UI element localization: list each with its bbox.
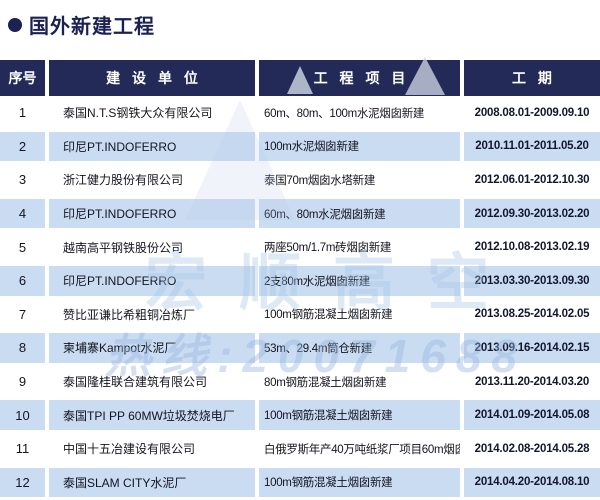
table-row: 3 浙江健力股份有限公司 泰国70m烟囱水塔新建 2012.06.01-2012… — [0, 163, 600, 197]
cell-unit: 泰国SLAM CITY水泥厂 — [49, 465, 255, 500]
cell-no: 4 — [0, 196, 45, 231]
page-title-row: 国外新建工程 — [0, 0, 600, 40]
table-row: 7 赞比亚谦比希粗铜冶炼厂 100m钢筋混凝土烟囱新建 2013.08.25-2… — [0, 298, 600, 332]
cell-project: 白俄罗斯年产40万吨纸浆厂项目60m烟囱新建 — [264, 443, 460, 456]
cell-period: 2013.03.30-2013.09.30 — [464, 263, 600, 298]
cell-period: 2010.11.01-2011.05.20 — [464, 129, 600, 164]
cell-period: 2014.01.09-2014.05.08 — [464, 398, 600, 432]
cell-project: 100m钢筋混凝土烟囱新建 — [264, 309, 393, 322]
cell-no: 7 — [18, 306, 27, 322]
cell-project: 100m钢筋混凝土烟囱新建 — [259, 398, 460, 432]
col-header-no: 序号 — [0, 60, 45, 96]
cell-project: 80m钢筋混凝土烟囱新建 — [264, 376, 387, 389]
cell-no: 1 — [18, 105, 27, 121]
cell-no: 5 — [18, 239, 27, 255]
table-row: 11 中国十五冶建设有限公司 白俄罗斯年产40万吨纸浆厂项目60m烟囱新建 20… — [0, 432, 600, 466]
cell-period: 2013.09.16-2014.02.15 — [464, 331, 600, 365]
cell-project: 60m、80m、100m水泥烟囱新建 — [264, 107, 425, 120]
cell-unit: 印尼PT.INDOFERRO — [49, 129, 255, 164]
cell-no: 11 — [15, 441, 30, 457]
col-header-period: 工期 — [464, 60, 600, 96]
cell-period: 2014.04.20-2014.08.10 — [464, 465, 600, 500]
table-body: 1 泰国N.T.S钢铁大众有限公司 60m、80m、100m水泥烟囱新建 200… — [0, 96, 600, 500]
cell-unit: 泰国N.T.S钢铁大众有限公司 — [63, 106, 213, 121]
cell-unit: 浙江健力股份有限公司 — [63, 173, 184, 188]
cell-no: 12 — [0, 465, 45, 500]
cell-no: 8 — [0, 331, 45, 365]
cell-no: 3 — [18, 172, 27, 188]
cell-project: 2支80m水泥烟囱新建 — [259, 263, 460, 298]
cell-no: 2 — [0, 129, 45, 164]
cell-unit: 柬埔寨Kampot水泥厂 — [49, 331, 255, 365]
cell-project: 100m钢筋混凝土烟囱新建 — [259, 465, 460, 500]
table-row: 1 泰国N.T.S钢铁大众有限公司 60m、80m、100m水泥烟囱新建 200… — [0, 96, 600, 130]
table-header-row: 序号 建设单位 工程项目 工期 — [0, 60, 600, 96]
table-row: 5 越南高平钢铁股份公司 两座50m/1.7m砖烟囱新建 2012.10.08-… — [0, 230, 600, 264]
col-header-project: 工程项目 — [259, 60, 460, 96]
cell-unit: 泰国隆桂联合建筑有限公司 — [63, 375, 208, 390]
cell-period: 2008.08.01-2009.09.10 — [474, 106, 590, 119]
cell-no: 9 — [18, 374, 27, 390]
cell-no: 6 — [0, 263, 45, 298]
table-row: 6 印尼PT.INDOFERRO 2支80m水泥烟囱新建 2013.03.30-… — [0, 263, 600, 298]
table-row: 4 印尼PT.INDOFERRO 60m、80m水泥烟囱新建 2012.09.3… — [0, 196, 600, 231]
cell-unit: 中国十五冶建设有限公司 — [63, 442, 196, 457]
table-row: 12 泰国SLAM CITY水泥厂 100m钢筋混凝土烟囱新建 2014.04.… — [0, 465, 600, 500]
cell-unit: 印尼PT.INDOFERRO — [49, 263, 255, 298]
cell-project: 100m水泥烟囱新建 — [259, 129, 460, 164]
cell-period: 2013.11.20-2014.03.20 — [474, 375, 590, 388]
cell-period: 2014.02.08-2014.05.28 — [474, 442, 590, 455]
cell-unit: 泰国TPI PP 60MW垃圾焚烧电厂 — [49, 398, 255, 432]
cell-project: 两座50m/1.7m砖烟囱新建 — [264, 242, 392, 255]
cell-period: 2012.09.30-2013.02.20 — [464, 196, 600, 231]
page-title: 国外新建工程 — [29, 16, 155, 38]
cell-unit: 越南高平钢铁股份公司 — [63, 240, 184, 255]
cell-no: 10 — [0, 398, 45, 432]
col-header-unit: 建设单位 — [49, 60, 255, 96]
cell-period: 2012.10.08-2013.02.19 — [474, 241, 590, 254]
cell-project: 泰国70m烟囱水塔新建 — [264, 174, 376, 187]
cell-unit: 赞比亚谦比希粗铜冶炼厂 — [63, 307, 196, 322]
table-row: 10 泰国TPI PP 60MW垃圾焚烧电厂 100m钢筋混凝土烟囱新建 201… — [0, 398, 600, 432]
cell-unit: 印尼PT.INDOFERRO — [49, 196, 255, 231]
table-row: 2 印尼PT.INDOFERRO 100m水泥烟囱新建 2010.11.01-2… — [0, 129, 600, 164]
table-row: 8 柬埔寨Kampot水泥厂 53m、29.4m筒仓新建 2013.09.16-… — [0, 331, 600, 365]
cell-project: 60m、80m水泥烟囱新建 — [259, 196, 460, 231]
bullet-icon — [8, 17, 22, 32]
cell-project: 53m、29.4m筒仓新建 — [259, 331, 460, 365]
projects-table: 序号 建设单位 工程项目 工期 1 泰国N.T.S钢铁大众有限公司 60m、80… — [0, 60, 600, 500]
cell-period: 2013.08.25-2014.02.05 — [474, 308, 590, 321]
cell-period: 2012.06.01-2012.10.30 — [474, 173, 590, 186]
table-row: 9 泰国隆桂联合建筑有限公司 80m钢筋混凝土烟囱新建 2013.11.20-2… — [0, 365, 600, 399]
